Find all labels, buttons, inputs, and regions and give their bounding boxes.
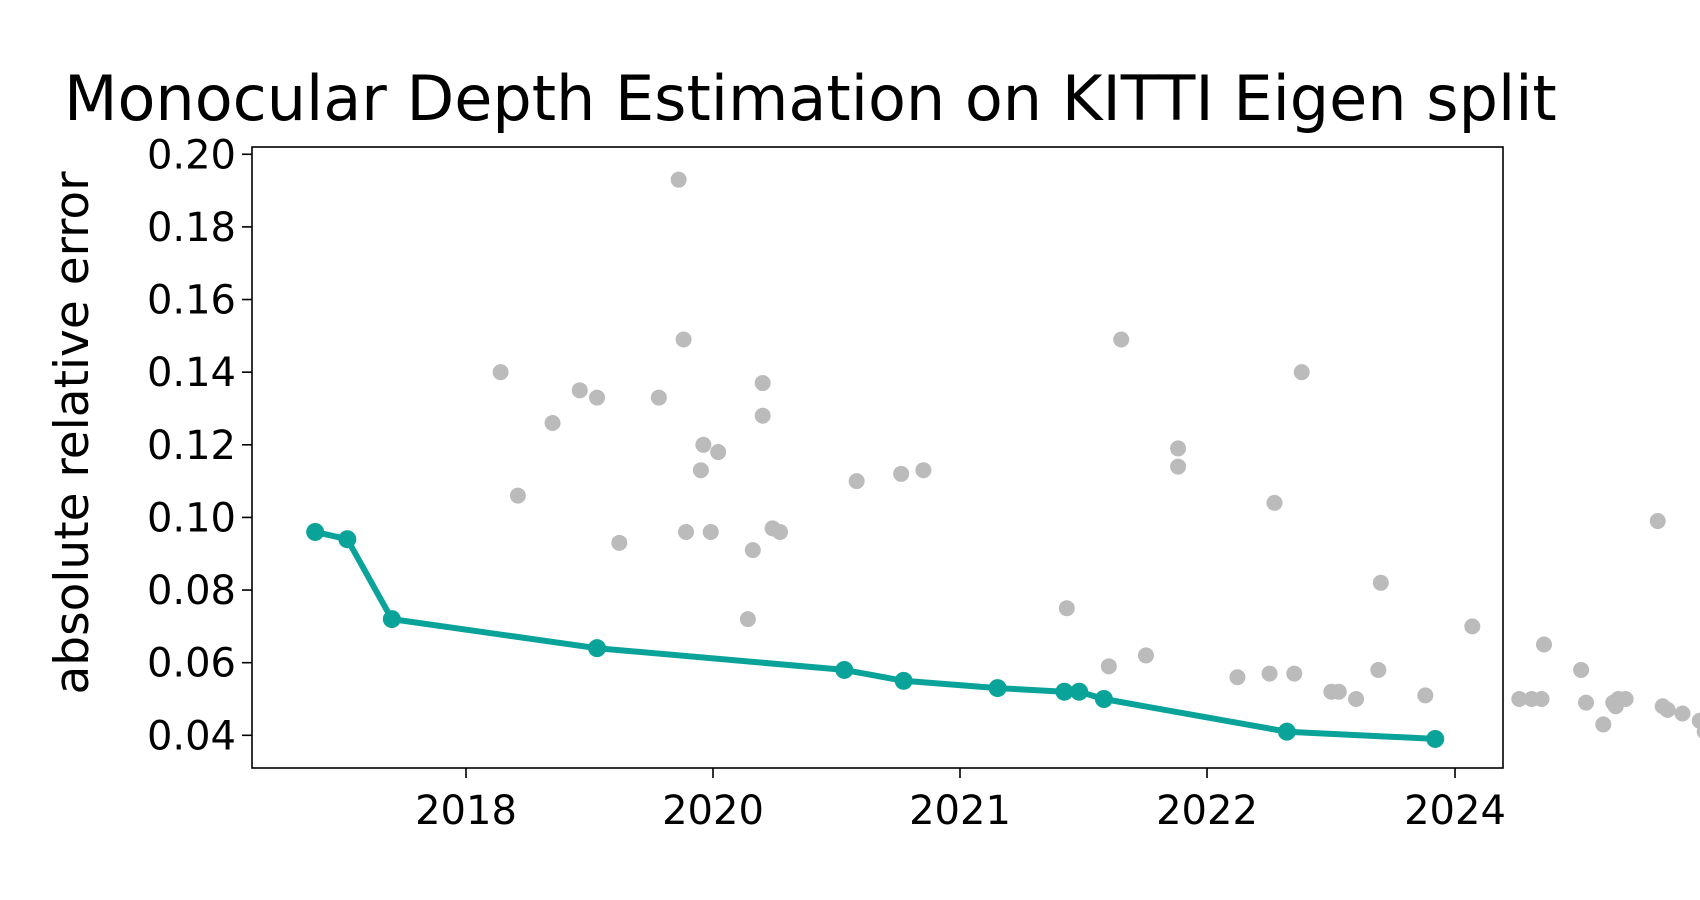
- x-tick-label: 2018: [415, 788, 517, 834]
- y-tick-label: 0.20: [147, 132, 236, 178]
- sota-point: [382, 610, 401, 629]
- sota-point: [1055, 682, 1074, 701]
- y-tick-label: 0.10: [147, 495, 236, 541]
- scatter-point: [1696, 725, 1700, 739]
- scatter-point: [744, 542, 761, 559]
- scatter-point: [1113, 331, 1130, 348]
- chart-title: Monocular Depth Estimation on KITTI Eige…: [64, 62, 1557, 135]
- sota-point: [1094, 690, 1113, 708]
- scatter-point: [1578, 694, 1595, 711]
- scatter-point: [1617, 691, 1634, 707]
- scatter-point: [1229, 669, 1246, 686]
- scatter-point: [1511, 691, 1528, 707]
- sota-point: [306, 522, 325, 541]
- scatter-point: [754, 375, 771, 392]
- scatter-points: [492, 171, 1700, 739]
- y-tick-label: 0.16: [147, 278, 236, 324]
- scatter-point: [772, 523, 789, 540]
- scatter-point: [571, 382, 588, 399]
- y-axis: 0.04 0.06 0.08 0.10 0.12 0.14 0.16 0.18 0.20: [147, 132, 252, 759]
- scatter-point: [692, 462, 709, 479]
- scatter-point: [848, 473, 865, 490]
- scatter-point: [1573, 661, 1590, 678]
- sota-point: [1070, 682, 1089, 701]
- scatter-point: [509, 487, 526, 504]
- x-tick-label: 2020: [662, 788, 764, 834]
- scatter-point: [1286, 665, 1303, 682]
- scatter-point: [1659, 701, 1676, 718]
- scatter-point: [893, 465, 910, 482]
- scatter-point: [678, 523, 695, 540]
- scatter-point: [1170, 458, 1187, 475]
- scatter-point: [1533, 691, 1550, 707]
- scatter-point: [915, 462, 932, 479]
- sota-point: [835, 660, 854, 679]
- sota-point: [588, 639, 607, 658]
- scatter-point: [754, 407, 771, 424]
- scatter-point: [695, 436, 712, 453]
- sota-point: [1426, 729, 1445, 748]
- plot-frame: [251, 146, 1504, 769]
- sota-line: [306, 522, 1445, 748]
- scatter-point: [544, 415, 561, 431]
- scatter-point: [1691, 712, 1700, 729]
- scatter-point: [1261, 665, 1278, 682]
- scatter-point: [675, 331, 692, 348]
- scatter-point: [1370, 661, 1387, 678]
- sota-line-path: [314, 528, 1436, 742]
- sota-point: [1277, 722, 1296, 741]
- scatter-point: [1058, 600, 1075, 617]
- y-tick-label: 0.18: [147, 205, 236, 251]
- sota-point: [338, 530, 357, 549]
- scatter-point: [1649, 513, 1666, 530]
- scatter-point: [492, 364, 509, 381]
- scatter-point: [1464, 618, 1481, 635]
- sota-point: [894, 671, 913, 690]
- scatter-point: [710, 444, 727, 461]
- x-axis: 2018 2020 2021 2022 2024: [415, 768, 1506, 834]
- y-tick-label: 0.06: [147, 641, 236, 687]
- y-tick-label: 0.14: [147, 350, 236, 396]
- x-tick-label: 2024: [1404, 788, 1506, 834]
- scatter-point: [1293, 364, 1310, 381]
- scatter-point: [589, 389, 606, 406]
- scatter-point: [702, 523, 719, 540]
- scatter-point: [611, 534, 628, 551]
- y-tick-label: 0.08: [147, 568, 236, 614]
- scatter-point: [1266, 494, 1283, 511]
- y-tick-label: 0.12: [147, 423, 236, 469]
- y-axis-label: absolute relative error: [45, 171, 100, 695]
- scatter-point: [650, 389, 667, 406]
- scatter-point: [1100, 658, 1117, 675]
- scatter-point: [1372, 574, 1389, 591]
- scatter-point: [1417, 687, 1434, 704]
- scatter-point: [1137, 647, 1154, 664]
- scatter-point: [1595, 716, 1612, 733]
- scatter-point: [1348, 691, 1365, 707]
- scatter-point: [1170, 440, 1187, 457]
- x-tick-label: 2021: [909, 788, 1011, 834]
- scatter-point: [739, 611, 756, 628]
- y-tick-label: 0.04: [147, 713, 236, 759]
- sota-point: [988, 679, 1007, 698]
- scatter-point: [670, 171, 687, 188]
- scatter-point: [1330, 683, 1347, 700]
- x-tick-label: 2022: [1156, 788, 1258, 834]
- scatter-point: [1674, 705, 1691, 722]
- scatter-point: [1536, 636, 1553, 653]
